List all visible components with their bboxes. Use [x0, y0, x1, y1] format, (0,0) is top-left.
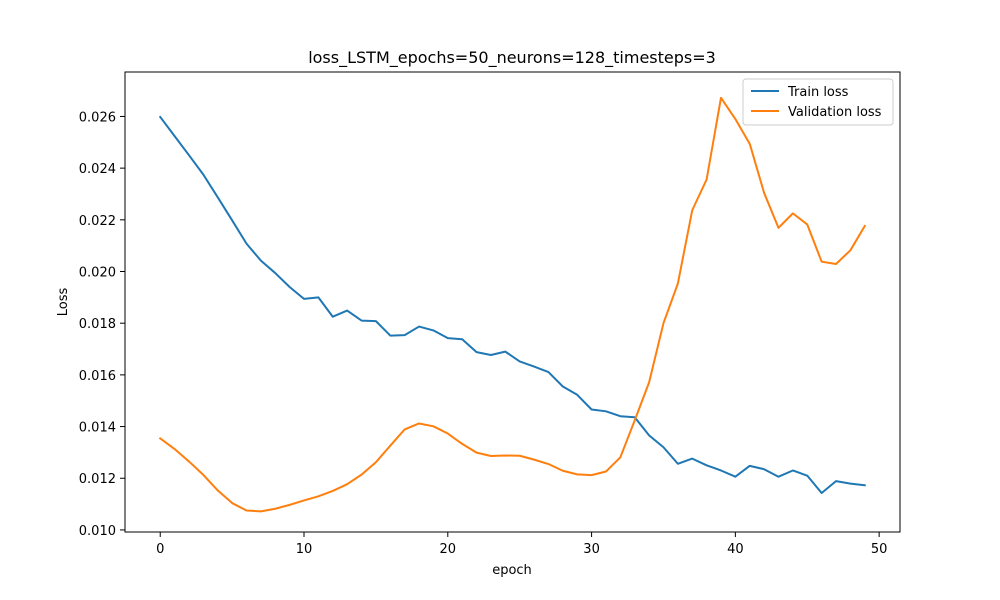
- y-tick-label: 0.016: [79, 369, 116, 384]
- y-axis-label: Loss: [56, 288, 71, 317]
- y-tick-label: 0.012: [79, 472, 116, 487]
- y-tick-label: 0.018: [79, 317, 116, 332]
- series-layer: [158, 96, 867, 513]
- x-axis: 0 10 20 30 40 50: [156, 532, 887, 557]
- legend-box: [742, 78, 894, 126]
- x-tick-label: 40: [727, 542, 744, 557]
- series-line-train-loss: [158, 115, 866, 494]
- x-axis-label: epoch: [492, 563, 532, 578]
- chart-title: loss_LSTM_epochs=50_neurons=128_timestep…: [308, 48, 716, 68]
- x-tick-label: 50: [871, 542, 888, 557]
- legend: Train loss Validation loss: [742, 78, 894, 126]
- x-tick-label: 20: [440, 542, 457, 557]
- x-tick-label: 0: [156, 542, 164, 557]
- y-tick-label: 0.022: [79, 214, 116, 229]
- x-tick-label: 30: [583, 542, 600, 557]
- y-axis: 0.010 0.012 0.014 0.016 0.018 0.020 0.022 0.024…: [79, 110, 125, 539]
- y-tick-label: 0.026: [79, 110, 116, 125]
- y-tick-label: 0.024: [79, 162, 116, 177]
- x-tick-label: 10: [296, 542, 313, 557]
- axes-frame: [124, 71, 901, 533]
- series-line-validation-loss: [158, 96, 867, 513]
- y-tick-label: 0.010: [79, 524, 116, 539]
- legend-label-train-loss: Train loss: [787, 85, 849, 100]
- legend-label-validation-loss: Validation loss: [788, 105, 882, 120]
- y-tick-label: 0.014: [79, 421, 116, 436]
- y-tick-label: 0.020: [79, 266, 116, 281]
